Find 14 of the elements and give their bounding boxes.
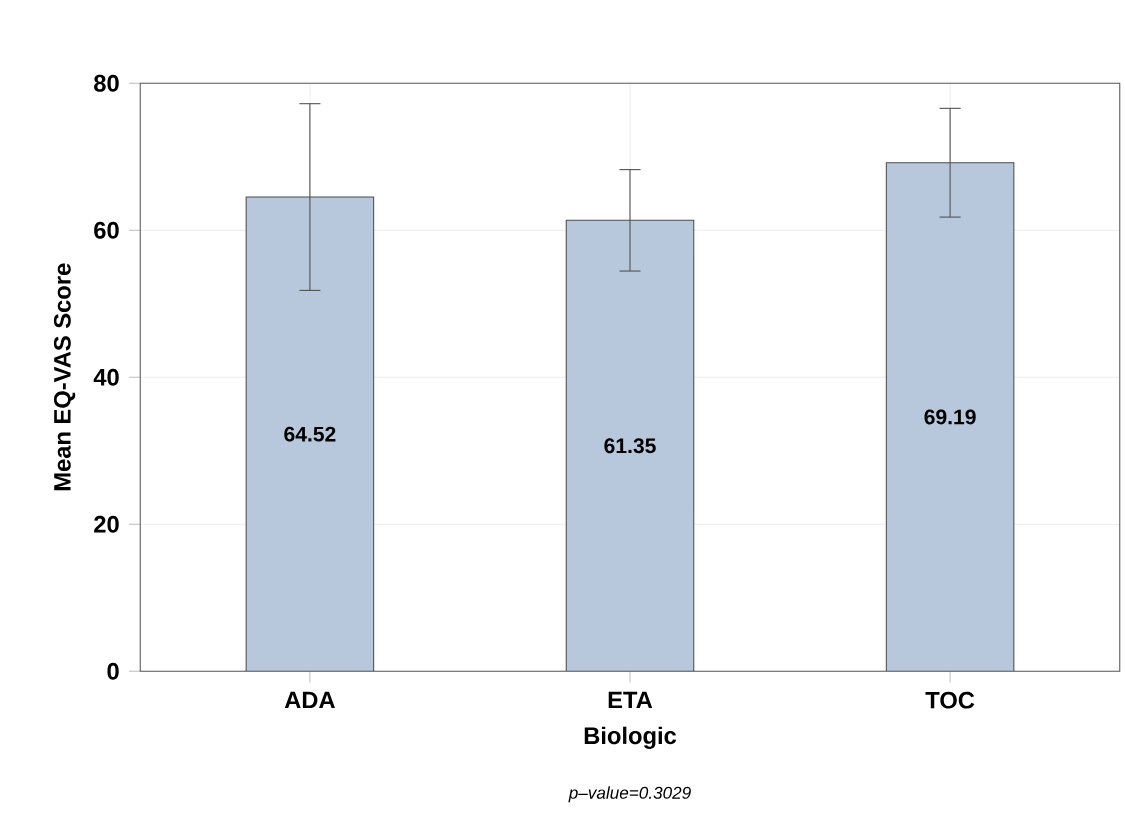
x-tick-label: ETA — [608, 691, 653, 709]
y-tick-label: 60 — [94, 221, 119, 239]
y-tick-label: 80 — [94, 74, 119, 92]
y-tick-label: 20 — [94, 515, 119, 533]
data-label: 64.52 — [284, 426, 336, 442]
data-label: 69.19 — [924, 409, 976, 425]
y-tick-label: 40 — [93, 368, 119, 386]
data-label: 61.35 — [604, 438, 656, 454]
text: p–value=0.3029 — [568, 786, 691, 803]
x-tick-label: TOC — [925, 691, 975, 709]
x-axis-title: Biologic — [584, 726, 677, 749]
y-tick-label: 0 — [107, 662, 119, 680]
y-axis-title: Mean EQ-VAS Score — [53, 263, 76, 491]
x-tick-label: ADA — [284, 691, 335, 709]
